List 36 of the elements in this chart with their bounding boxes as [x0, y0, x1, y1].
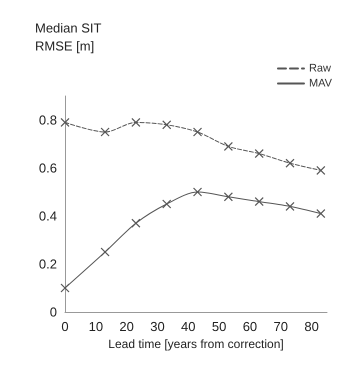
x-tick-label: 50 [212, 319, 226, 334]
point [60, 283, 70, 293]
point [100, 247, 110, 257]
y-tick-label: 0.4 [38, 208, 57, 224]
y-tick-label: 0.6 [38, 160, 57, 176]
y-tick-label: 0.8 [38, 112, 57, 128]
x-tick-label: 30 [150, 319, 165, 334]
legend-label: MAV [308, 78, 333, 90]
point [162, 120, 172, 130]
point [316, 166, 326, 175]
x-tick-label: 10 [88, 319, 104, 334]
point [60, 118, 70, 127]
x-tick-label: 70 [274, 319, 288, 334]
point [192, 187, 202, 197]
point [254, 197, 264, 206]
point [285, 158, 295, 168]
x-tick-label: 40 [181, 319, 196, 334]
point [224, 192, 233, 202]
point [192, 127, 202, 137]
point [131, 218, 140, 228]
point [254, 149, 264, 158]
point [162, 199, 172, 209]
y-axis-title: Median SIT RMSE [m] [35, 20, 102, 54]
point [224, 142, 233, 151]
x-tick-label: 0 [61, 319, 69, 334]
x-tick-label: 80 [304, 319, 319, 334]
point [100, 127, 110, 137]
legend-label: Raw [308, 62, 332, 74]
x-axis-title: Lead time [years from correction] [108, 336, 284, 351]
point [285, 202, 295, 211]
x-tick-label: 60 [242, 319, 258, 334]
x-tick-label: 20 [119, 319, 134, 334]
point [131, 118, 140, 127]
point [316, 209, 326, 218]
y-tick-label: 0 [50, 304, 57, 320]
y-tick-label: 0.2 [38, 256, 57, 272]
